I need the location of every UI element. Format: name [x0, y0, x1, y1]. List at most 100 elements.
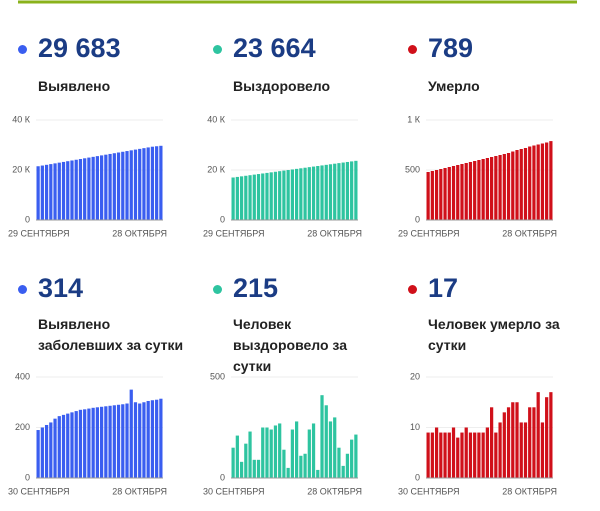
y-tick-label: 400: [15, 371, 30, 381]
bar: [456, 165, 460, 220]
y-tick-label: 20 К: [207, 164, 226, 174]
metric-label: Человек выздоровело за сутки: [233, 316, 347, 374]
bar: [545, 397, 549, 478]
bar: [278, 423, 282, 478]
bar: [477, 160, 481, 220]
bar: [269, 172, 273, 220]
bar: [511, 402, 515, 478]
bar: [447, 432, 451, 478]
bar: [57, 416, 61, 478]
legend-dot: [18, 285, 27, 294]
bar: [269, 429, 273, 478]
bar: [159, 145, 163, 220]
bar: [125, 403, 129, 478]
bar: [57, 162, 61, 220]
bar: [83, 158, 87, 220]
bar: [502, 412, 506, 478]
bar: [540, 422, 545, 478]
bar: [345, 161, 350, 220]
bar: [303, 453, 307, 478]
bar: [70, 160, 74, 220]
bar: [316, 166, 320, 220]
metric-label: Выявлено: [38, 78, 111, 94]
bar: [426, 172, 430, 220]
bar: [536, 392, 540, 478]
bar: [100, 406, 104, 478]
bar: [464, 163, 468, 220]
bar: [108, 405, 112, 478]
bar: [95, 407, 99, 478]
bar: [244, 443, 248, 478]
bar: [443, 432, 447, 478]
bar: [155, 146, 159, 220]
bar: [430, 171, 434, 220]
bar: [468, 432, 473, 478]
bar: [290, 429, 294, 478]
bar: [104, 154, 108, 220]
bar: [354, 160, 358, 220]
bar: [519, 149, 523, 220]
bar: [95, 156, 99, 220]
bar: [328, 164, 333, 220]
bar: [494, 432, 498, 478]
bar: [282, 170, 286, 220]
bar: [481, 432, 485, 478]
bar: [235, 176, 239, 220]
metric-label: Умерло: [428, 78, 480, 94]
bar: [532, 407, 536, 478]
bar: [138, 148, 142, 220]
bar: [515, 150, 519, 220]
bar: [142, 148, 146, 220]
metric-label: Выявлено заболевших за сутки: [38, 316, 184, 353]
bar: [108, 153, 112, 220]
bar: [133, 149, 138, 220]
bar: [481, 159, 485, 220]
bar: [451, 427, 456, 478]
bar: [44, 424, 49, 478]
y-tick-label: 500: [210, 371, 225, 381]
y-tick-label: 1 К: [407, 114, 421, 124]
x-tick-label: 29 СЕНТЯБРЯ: [203, 228, 265, 238]
bar: [328, 421, 333, 478]
y-tick-label: 0: [25, 214, 30, 224]
bar: [290, 169, 294, 220]
bar: [74, 159, 78, 220]
headline: 789: [402, 33, 473, 64]
bar: [138, 403, 142, 478]
bar: [350, 439, 354, 478]
headline: 17: [402, 273, 458, 304]
bar: [511, 151, 515, 220]
headline: 29 683: [12, 33, 121, 64]
bar: [506, 153, 511, 220]
bar: [311, 166, 316, 220]
bar: [231, 177, 235, 220]
bar: [61, 161, 66, 220]
bar: [129, 389, 133, 478]
bar: [129, 150, 133, 220]
x-tick-label: 28 ОКТЯБРЯ: [502, 228, 557, 238]
bar: [468, 162, 473, 220]
bar: [104, 406, 108, 478]
bar: [155, 399, 159, 478]
y-tick-label: 0: [25, 472, 30, 482]
bar: [78, 159, 83, 220]
bar: [490, 407, 494, 478]
legend-dot: [18, 45, 27, 54]
bar: [311, 423, 316, 478]
bar: [295, 421, 299, 478]
bar: [460, 164, 464, 220]
metric-label: Выздоровело: [233, 78, 331, 94]
bar: [490, 157, 494, 220]
bar: [320, 165, 324, 220]
x-tick-label: 28 ОКТЯБРЯ: [112, 486, 167, 496]
bar: [439, 432, 443, 478]
bar: [337, 447, 341, 478]
bar: [66, 161, 70, 220]
bar: [142, 402, 146, 478]
x-tick-label: 28 ОКТЯБРЯ: [307, 486, 362, 496]
y-tick-label: 10: [410, 422, 420, 432]
y-tick-label: 20 К: [12, 164, 31, 174]
bar: [324, 164, 328, 220]
bar: [515, 402, 519, 478]
